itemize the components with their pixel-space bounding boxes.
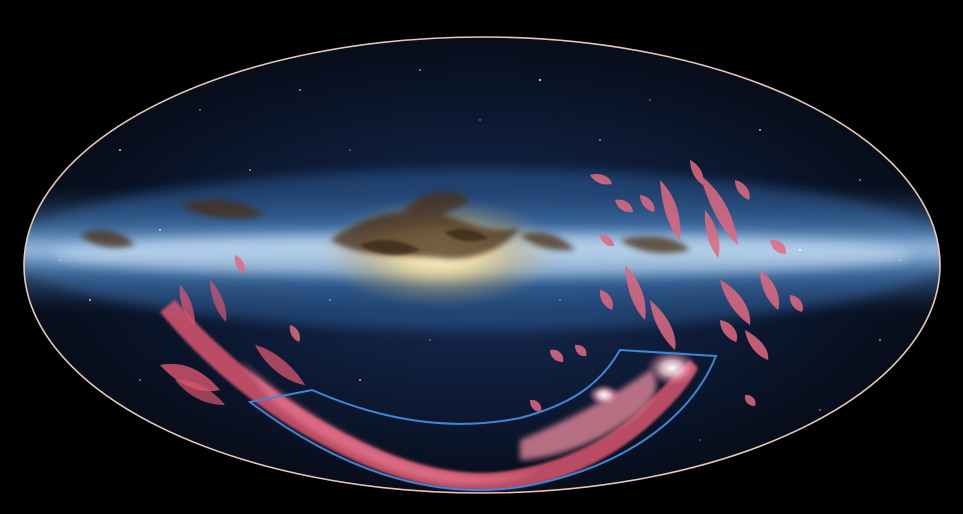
dark-nebula [360, 229, 488, 255]
large-magellanic-cloud [646, 350, 698, 386]
sky-interior [24, 37, 940, 493]
small-magellanic-cloud [588, 384, 620, 406]
background-stars [59, 69, 901, 441]
magellanic-stream [160, 280, 698, 491]
leading-arm [234, 160, 803, 412]
sky-projection-outline [23, 36, 941, 494]
survey-region-outline [247, 348, 718, 491]
